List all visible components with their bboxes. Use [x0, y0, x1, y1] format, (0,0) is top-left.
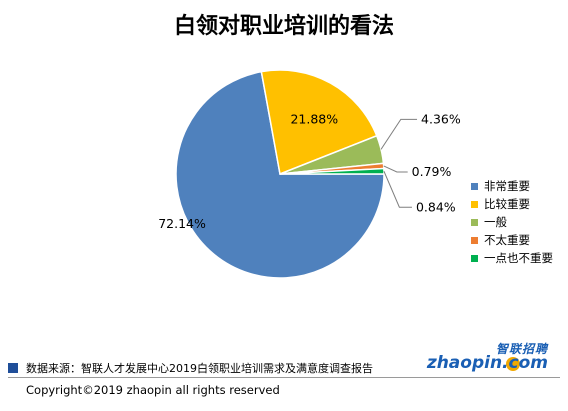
slice-label-1: 21.88% — [290, 111, 338, 126]
legend-label-3: 不太重要 — [484, 233, 530, 247]
logo-en-text: zhaopin.com — [426, 353, 548, 373]
legend-item-4: 一点也不重要 — [471, 249, 553, 267]
legend-label-0: 非常重要 — [484, 179, 530, 193]
pie-slice-0 — [175, 70, 385, 279]
leader-line-3 — [383, 165, 408, 173]
pie-chart: 72.14% 21.88% 4.36% 0.79% 0.84% — [158, 69, 461, 279]
logo-dot-icon — [506, 357, 520, 371]
slice-label-3: 0.79% — [412, 164, 452, 179]
pie-slice-1 — [260, 69, 378, 176]
legend-item-0: 非常重要 — [471, 177, 553, 195]
slice-label-0: 72.14% — [158, 216, 206, 231]
legend-label-4: 一点也不重要 — [484, 251, 553, 265]
legend-swatch-2 — [471, 218, 478, 226]
copyright-text: Copyright©2019 zhaopin all rights reserv… — [26, 383, 280, 397]
legend-item-1: 比较重要 — [471, 195, 553, 213]
footer-divider — [8, 377, 560, 378]
legend-item-2: 一般 — [471, 213, 553, 231]
legend-swatch-3 — [471, 236, 478, 244]
legend-swatch-4 — [471, 254, 478, 262]
legend-item-3: 不太重要 — [471, 231, 553, 249]
zhaopin-logo: 智联招聘 zhaopin.com — [427, 340, 552, 382]
slice-label-4: 0.84% — [416, 199, 456, 214]
source-text: 数据来源：智联人才发展中心2019白领职业培训需求及满意度调查报告 — [26, 362, 373, 375]
legend: 非常重要比较重要一般不太重要一点也不重要 — [471, 177, 553, 267]
chart-title: 白领对职业培训的看法 — [173, 13, 394, 39]
legend-label-2: 一般 — [484, 215, 507, 229]
logo-cn-text: 智联招聘 — [495, 342, 548, 356]
leader-line-2 — [380, 118, 418, 150]
leader-line-4 — [383, 171, 412, 208]
legend-label-1: 比较重要 — [484, 197, 530, 211]
pie-slice-4 — [279, 167, 385, 175]
slice-label-2: 4.36% — [421, 111, 461, 126]
legend-swatch-0 — [471, 182, 478, 190]
source-marker-icon — [8, 363, 18, 373]
source-note: 数据来源：智联人才发展中心2019白领职业培训需求及满意度调查报告 — [8, 360, 373, 376]
legend-swatch-1 — [471, 200, 478, 208]
